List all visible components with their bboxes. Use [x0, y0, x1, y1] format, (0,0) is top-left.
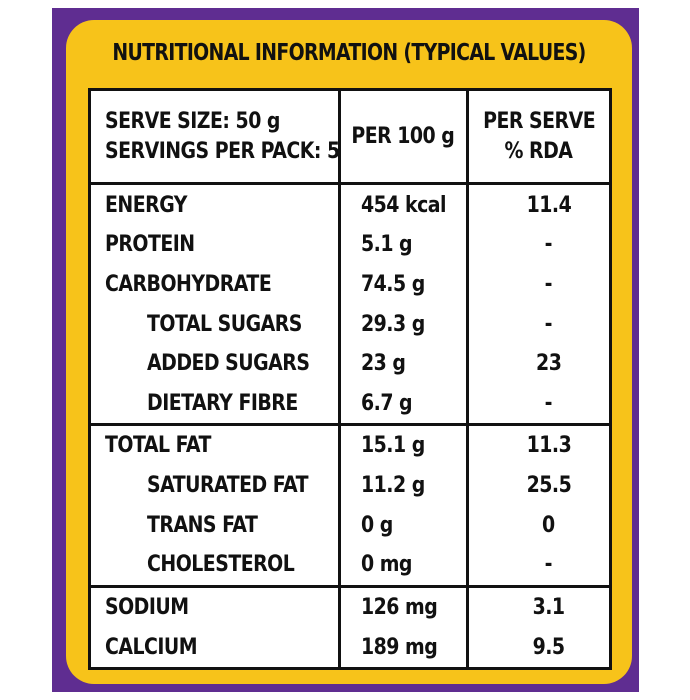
rda-value: - — [545, 271, 553, 297]
nutrient-name: TOTAL SUGARS — [91, 304, 341, 344]
per-serve-header: PER SERVE % RDA — [467, 91, 609, 186]
per-100g-value: 126 mg — [339, 586, 469, 628]
per-100g-value: 11.2 g — [339, 465, 469, 506]
rda-value: 3.1 — [532, 594, 565, 620]
per-100g-value: 15.1 g — [339, 424, 469, 466]
nutrient-name: SATURATED FAT — [91, 465, 341, 506]
label-title: NUTRITIONAL INFORMATION (TYPICAL VALUES) — [112, 40, 586, 66]
table-header-row: SERVE SIZE: 50 g SERVINGS PER PACK: 5 PE… — [91, 91, 609, 186]
per-100g-value: 0 mg — [339, 545, 469, 588]
per-100g-value: 74.5 g — [339, 264, 469, 305]
nutrient-name: SODIUM — [91, 586, 341, 628]
nutrient-name: ENERGY — [91, 183, 341, 226]
nutrient-name: TOTAL FAT — [91, 424, 341, 466]
rda-value: 0 — [542, 512, 556, 538]
rda-value: 11.4 — [526, 192, 572, 218]
nutrition-table: SERVE SIZE: 50 g SERVINGS PER PACK: 5 PE… — [88, 88, 612, 670]
rda-value: 23 — [536, 351, 562, 377]
nutrient-name: PROTEIN — [91, 225, 341, 265]
rda-value: 25.5 — [526, 473, 572, 499]
per-100g-value: 189 mg — [339, 627, 469, 667]
rda-value: - — [545, 311, 553, 337]
rda-value: 11.3 — [526, 433, 572, 459]
per-100g-header: PER 100 g — [339, 91, 469, 186]
per-100g-value: 23 g — [339, 343, 469, 384]
serve-size: SERVE SIZE: 50 g — [105, 108, 280, 134]
per-100g-value: 5.1 g — [339, 225, 469, 265]
rda-value: - — [545, 232, 553, 258]
nutrient-name: CARBOHYDRATE — [91, 264, 341, 305]
nutrient-name: CALCIUM — [91, 627, 341, 667]
rda-value: - — [467, 545, 609, 588]
nutrient-name: CHOLESTEROL — [91, 545, 341, 588]
rda-value: 9.5 — [532, 634, 565, 660]
serve-info-cell: SERVE SIZE: 50 g SERVINGS PER PACK: 5 — [91, 91, 341, 186]
per-100g-value: 0 g — [339, 505, 469, 546]
per-100g-value: 454 kcal — [339, 183, 469, 226]
per-100g-value: 6.7 g — [339, 383, 469, 427]
rda-value: - — [467, 383, 609, 427]
servings-per-pack: SERVINGS PER PACK: 5 — [105, 138, 339, 164]
nutrient-name: TRANS FAT — [91, 505, 341, 546]
nutrient-name: DIETARY FIBRE — [91, 383, 341, 427]
per-100g-value: 29.3 g — [339, 304, 469, 344]
nutrient-name: ADDED SUGARS — [91, 343, 341, 384]
